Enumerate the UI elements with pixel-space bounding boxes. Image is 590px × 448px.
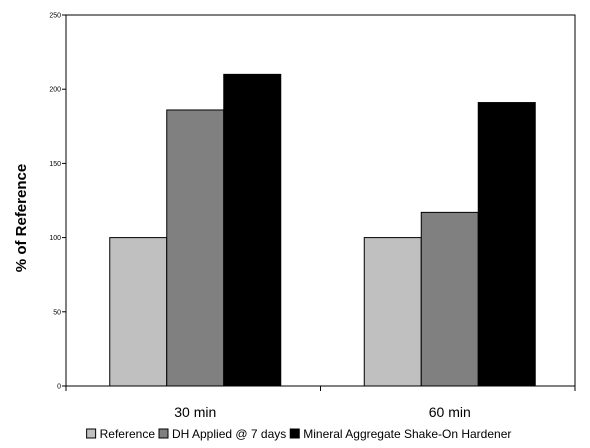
y-tick-label: 250 xyxy=(49,13,61,20)
y-tick-label: 100 xyxy=(49,235,61,242)
legend-swatch xyxy=(158,428,169,439)
bar-reference-30-min xyxy=(109,237,168,387)
x-axis: 30 min 60 min xyxy=(65,386,576,420)
bar-dh-applied-7-days-30-min xyxy=(166,109,225,387)
bar-mineral-aggregate-shake-on-hardener-60-min xyxy=(477,102,536,387)
bar-mineral-aggregate-shake-on-hardener-30-min xyxy=(223,73,282,387)
x-category-label: 30 min xyxy=(174,404,216,420)
bar-dh-applied-7-days-60-min xyxy=(420,211,479,387)
bar-reference-60-min xyxy=(363,237,422,387)
y-axis: 0 50 100 150 200 250 xyxy=(49,13,66,391)
y-tick-label: 50 xyxy=(53,309,61,316)
x-category-label: 60 min xyxy=(429,404,471,420)
legend-swatch xyxy=(289,428,300,439)
legend-label: DH Applied @ 7 days xyxy=(172,427,286,441)
legend: Reference DH Applied @ 7 days Mineral Aggr… xyxy=(86,427,511,441)
y-tick-label: 0 xyxy=(57,384,61,391)
y-tick-label: 150 xyxy=(49,161,61,168)
legend-label: Mineral Aggregate Shake-On Hardener xyxy=(303,427,511,441)
legend-swatch xyxy=(86,428,97,439)
y-tick-label: 200 xyxy=(49,87,61,94)
bars xyxy=(109,73,536,387)
legend-label: Reference xyxy=(100,427,156,441)
y-axis-title: % of Reference xyxy=(13,164,30,272)
